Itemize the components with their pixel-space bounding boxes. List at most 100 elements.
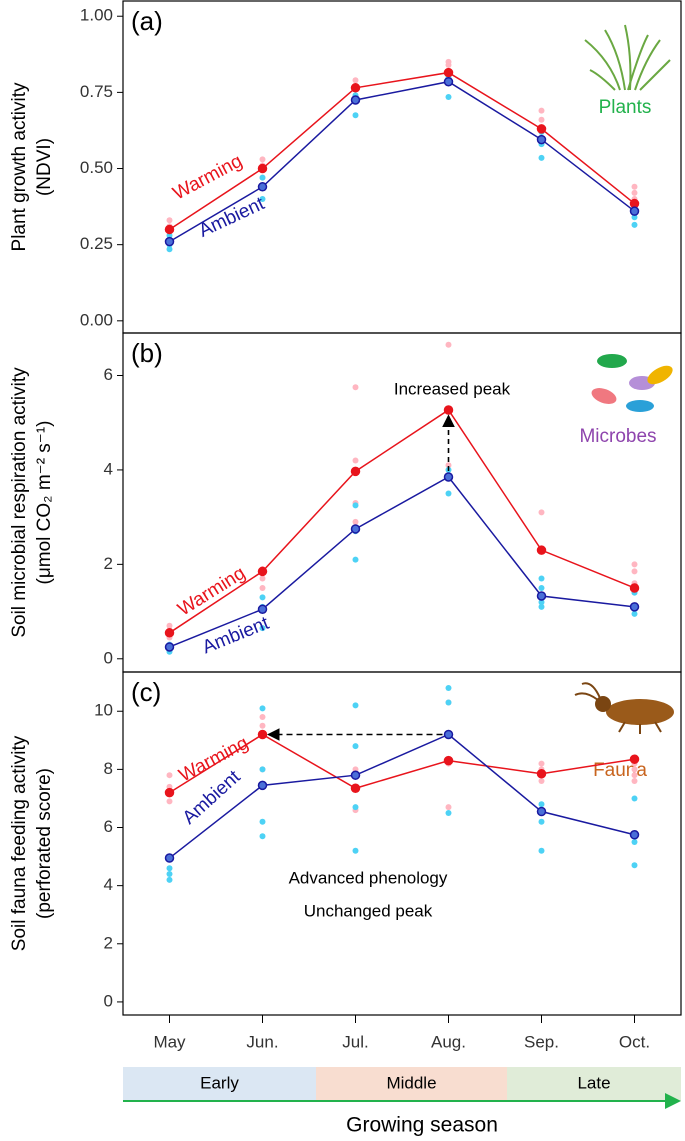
x-tick-label: Jun. bbox=[246, 1032, 278, 1051]
mean-point bbox=[350, 95, 361, 105]
y-tick-label: 1.00 bbox=[80, 6, 113, 25]
mean-point bbox=[536, 591, 547, 601]
y-axis-label: (μmol CO₂ m⁻² s⁻¹) bbox=[34, 421, 55, 585]
replicate-point bbox=[538, 818, 545, 825]
replicate-point bbox=[166, 622, 173, 629]
replicate-point bbox=[352, 702, 359, 709]
replicate-point bbox=[538, 760, 545, 767]
series-line bbox=[169, 476, 635, 648]
replicate-point bbox=[166, 772, 173, 779]
x-tick-label: Jul. bbox=[342, 1032, 368, 1051]
panel-frame bbox=[122, 671, 682, 1016]
replicate-point bbox=[538, 584, 545, 591]
mean-point bbox=[164, 787, 175, 798]
y-tick-label: 0.75 bbox=[80, 82, 113, 101]
mean-point bbox=[350, 783, 361, 794]
icon-label: Microbes bbox=[579, 426, 656, 447]
replicate-point bbox=[259, 714, 266, 721]
replicate-point bbox=[631, 610, 638, 617]
season-label: Early bbox=[200, 1073, 239, 1092]
mean-point bbox=[443, 76, 454, 87]
replicate-point bbox=[631, 795, 638, 802]
mean-point bbox=[164, 628, 175, 638]
replicate-point bbox=[445, 809, 452, 816]
season-segment bbox=[123, 1067, 316, 1101]
replicate-point bbox=[352, 556, 359, 563]
season-segment bbox=[316, 1067, 507, 1101]
mean-point bbox=[257, 566, 268, 577]
replicate-point bbox=[352, 77, 359, 84]
replicate-point bbox=[445, 804, 452, 811]
mean-point bbox=[257, 780, 268, 791]
replicate-point bbox=[538, 509, 545, 516]
mean-point bbox=[536, 134, 547, 145]
series-label: Ambient bbox=[196, 193, 269, 242]
replicate-point bbox=[631, 766, 638, 773]
y-tick-label: 4 bbox=[104, 459, 113, 478]
replicate-point bbox=[352, 112, 359, 119]
mean-point bbox=[629, 198, 640, 209]
y-tick-label: 6 bbox=[104, 365, 113, 384]
replicate-point bbox=[259, 156, 266, 163]
replicate-point bbox=[352, 743, 359, 750]
replicate-point bbox=[631, 183, 638, 190]
replicate-point bbox=[445, 684, 452, 691]
mean-point bbox=[164, 236, 175, 247]
replicate-point bbox=[166, 798, 173, 805]
replicate-point bbox=[631, 862, 638, 869]
series-label: Warming bbox=[174, 563, 249, 621]
y-tick-label: 0.50 bbox=[80, 158, 113, 177]
mean-point bbox=[443, 67, 454, 78]
y-tick-label: 8 bbox=[104, 759, 113, 778]
replicate-point bbox=[259, 818, 266, 825]
mean-point bbox=[257, 163, 268, 174]
fauna-icon bbox=[574, 682, 674, 734]
replicate-point bbox=[538, 847, 545, 854]
replicate-point bbox=[538, 778, 545, 785]
mean-point bbox=[164, 853, 175, 863]
mean-point bbox=[350, 524, 361, 534]
replicate-point bbox=[259, 584, 266, 591]
y-axis-label: Soil microbial respiration activity bbox=[9, 367, 30, 638]
mean-point bbox=[536, 545, 547, 555]
mean-point bbox=[350, 770, 361, 780]
replicate-point bbox=[445, 490, 452, 497]
replicate-point bbox=[259, 575, 266, 582]
annotation: Increased peak bbox=[394, 379, 511, 398]
replicate-point bbox=[259, 594, 266, 601]
annotation: Advanced phenology bbox=[289, 868, 448, 887]
replicate-point bbox=[445, 61, 452, 68]
replicate-point bbox=[538, 116, 545, 123]
replicate-point bbox=[538, 599, 545, 606]
x-tick-label: Sep. bbox=[524, 1032, 559, 1051]
replicate-point bbox=[259, 705, 266, 712]
mean-point bbox=[536, 806, 547, 817]
replicate-point bbox=[631, 778, 638, 785]
mean-point bbox=[257, 604, 268, 614]
replicate-point bbox=[166, 876, 173, 883]
replicate-point bbox=[631, 839, 638, 846]
replicate-point bbox=[352, 502, 359, 509]
y-tick-label: 4 bbox=[104, 875, 113, 894]
y-tick-label: 0 bbox=[104, 648, 113, 667]
mean-point bbox=[629, 602, 640, 612]
replicate-point bbox=[631, 189, 638, 196]
replicate-point bbox=[538, 603, 545, 610]
y-tick-label: 6 bbox=[104, 817, 113, 836]
x-tick-label: Oct. bbox=[619, 1032, 650, 1051]
replicate-point bbox=[166, 217, 173, 224]
replicate-point bbox=[259, 833, 266, 840]
replicate-point bbox=[259, 722, 266, 729]
series-line bbox=[169, 733, 635, 794]
replicate-point bbox=[445, 699, 452, 706]
mean-point bbox=[257, 182, 268, 192]
series-line bbox=[169, 408, 635, 634]
series-line bbox=[169, 733, 635, 859]
replicate-point bbox=[352, 804, 359, 811]
mean-point bbox=[350, 466, 361, 477]
season-label: Late bbox=[577, 1073, 610, 1092]
panel-label: (b) bbox=[131, 338, 163, 368]
season-segment bbox=[507, 1067, 681, 1101]
x-axis-label: Growing season bbox=[346, 1114, 498, 1137]
